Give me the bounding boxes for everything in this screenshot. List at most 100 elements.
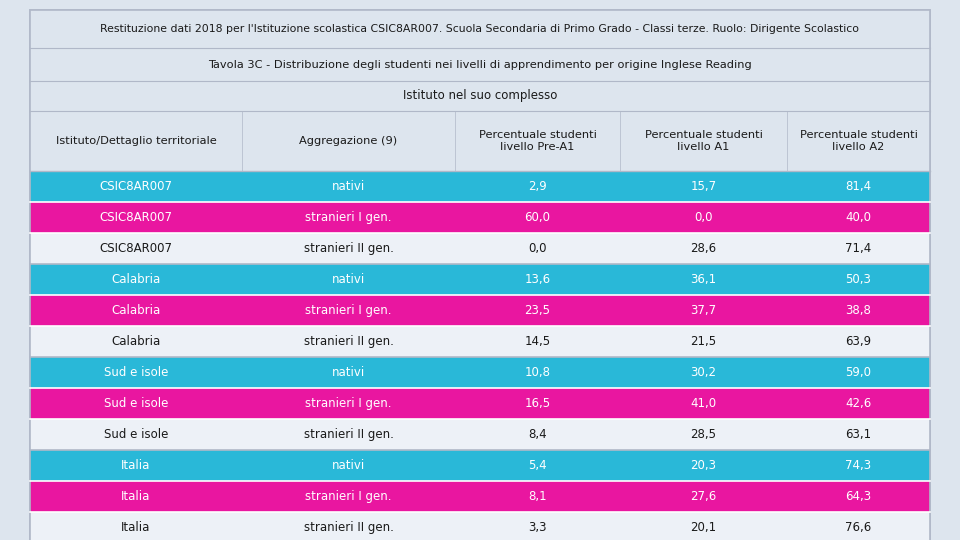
Text: 15,7: 15,7 xyxy=(690,180,716,193)
Bar xyxy=(30,264,242,295)
Bar xyxy=(242,326,455,357)
Bar xyxy=(787,233,930,264)
Bar xyxy=(787,481,930,512)
Bar xyxy=(787,171,930,202)
Text: 71,4: 71,4 xyxy=(846,242,872,255)
Bar xyxy=(455,481,620,512)
Bar xyxy=(620,481,787,512)
Bar xyxy=(620,450,787,481)
Bar xyxy=(30,233,242,264)
Bar xyxy=(242,264,455,295)
Bar xyxy=(455,171,620,202)
Bar xyxy=(620,512,787,540)
Text: nativi: nativi xyxy=(332,366,365,379)
Text: Aggregazione (9): Aggregazione (9) xyxy=(300,136,397,146)
Text: stranieri I gen.: stranieri I gen. xyxy=(305,397,392,410)
Text: 20,1: 20,1 xyxy=(690,521,716,534)
Bar xyxy=(455,326,620,357)
Bar xyxy=(620,264,787,295)
Bar xyxy=(620,171,787,202)
Bar xyxy=(30,419,242,450)
Text: 81,4: 81,4 xyxy=(846,180,872,193)
Text: Sud e isole: Sud e isole xyxy=(104,397,168,410)
Text: 16,5: 16,5 xyxy=(524,397,551,410)
Bar xyxy=(787,450,930,481)
Text: 41,0: 41,0 xyxy=(690,397,716,410)
Bar xyxy=(455,111,620,171)
Bar xyxy=(787,388,930,419)
Bar xyxy=(455,202,620,233)
Text: 21,5: 21,5 xyxy=(690,335,716,348)
Text: 28,6: 28,6 xyxy=(690,242,716,255)
Text: 5,4: 5,4 xyxy=(528,459,547,472)
Bar xyxy=(455,450,620,481)
Bar xyxy=(455,233,620,264)
Text: Italia: Italia xyxy=(121,521,151,534)
Text: Restituzione dati 2018 per l'Istituzione scolastica CSIC8AR007. Scuola Secondari: Restituzione dati 2018 per l'Istituzione… xyxy=(101,24,859,34)
Text: nativi: nativi xyxy=(332,459,365,472)
Bar xyxy=(242,357,455,388)
Bar xyxy=(455,388,620,419)
Text: 59,0: 59,0 xyxy=(846,366,872,379)
Text: Tavola 3C - Distribuzione degli studenti nei livelli di apprendimento per origin: Tavola 3C - Distribuzione degli studenti… xyxy=(208,59,752,70)
Bar xyxy=(620,202,787,233)
Text: 14,5: 14,5 xyxy=(524,335,551,348)
Bar xyxy=(787,326,930,357)
Bar xyxy=(620,111,787,171)
Text: 63,1: 63,1 xyxy=(846,428,872,441)
Text: 76,6: 76,6 xyxy=(846,521,872,534)
Bar xyxy=(30,326,242,357)
Text: stranieri II gen.: stranieri II gen. xyxy=(303,428,394,441)
Text: 27,6: 27,6 xyxy=(690,490,716,503)
Bar xyxy=(787,295,930,326)
Text: Calabria: Calabria xyxy=(111,304,160,317)
Bar xyxy=(242,388,455,419)
Text: 20,3: 20,3 xyxy=(690,459,716,472)
Bar xyxy=(787,264,930,295)
Text: 28,5: 28,5 xyxy=(690,428,716,441)
Bar xyxy=(787,357,930,388)
Text: Percentuale studenti
livello A1: Percentuale studenti livello A1 xyxy=(644,130,762,152)
Text: Italia: Italia xyxy=(121,459,151,472)
Text: 13,6: 13,6 xyxy=(524,273,551,286)
Text: Italia: Italia xyxy=(121,490,151,503)
Text: stranieri II gen.: stranieri II gen. xyxy=(303,242,394,255)
Bar xyxy=(620,357,787,388)
Bar xyxy=(620,419,787,450)
Text: stranieri I gen.: stranieri I gen. xyxy=(305,304,392,317)
Text: nativi: nativi xyxy=(332,180,365,193)
Text: 2,9: 2,9 xyxy=(528,180,547,193)
Text: Sud e isole: Sud e isole xyxy=(104,428,168,441)
Text: 36,1: 36,1 xyxy=(690,273,716,286)
Bar xyxy=(242,481,455,512)
Bar xyxy=(30,295,242,326)
Bar xyxy=(30,202,242,233)
Text: Percentuale studenti
livello A2: Percentuale studenti livello A2 xyxy=(800,130,918,152)
Bar xyxy=(620,233,787,264)
Bar xyxy=(242,202,455,233)
Text: Calabria: Calabria xyxy=(111,273,160,286)
Text: 37,7: 37,7 xyxy=(690,304,716,317)
Bar xyxy=(242,512,455,540)
Text: nativi: nativi xyxy=(332,273,365,286)
Bar xyxy=(242,171,455,202)
Bar xyxy=(30,48,930,81)
Text: 74,3: 74,3 xyxy=(846,459,872,472)
Text: 64,3: 64,3 xyxy=(846,490,872,503)
Bar xyxy=(242,419,455,450)
Text: 0,0: 0,0 xyxy=(528,242,547,255)
Text: 60,0: 60,0 xyxy=(524,211,550,224)
Text: CSIC8AR007: CSIC8AR007 xyxy=(100,242,173,255)
Bar xyxy=(30,10,930,48)
Text: CSIC8AR007: CSIC8AR007 xyxy=(100,211,173,224)
Bar xyxy=(620,326,787,357)
Text: 3,3: 3,3 xyxy=(528,521,547,534)
Bar xyxy=(620,388,787,419)
Text: 10,8: 10,8 xyxy=(524,366,550,379)
Bar xyxy=(30,388,242,419)
Text: 8,1: 8,1 xyxy=(528,490,547,503)
Bar xyxy=(30,450,242,481)
Text: CSIC8AR007: CSIC8AR007 xyxy=(100,180,173,193)
Bar xyxy=(787,512,930,540)
Bar xyxy=(455,264,620,295)
